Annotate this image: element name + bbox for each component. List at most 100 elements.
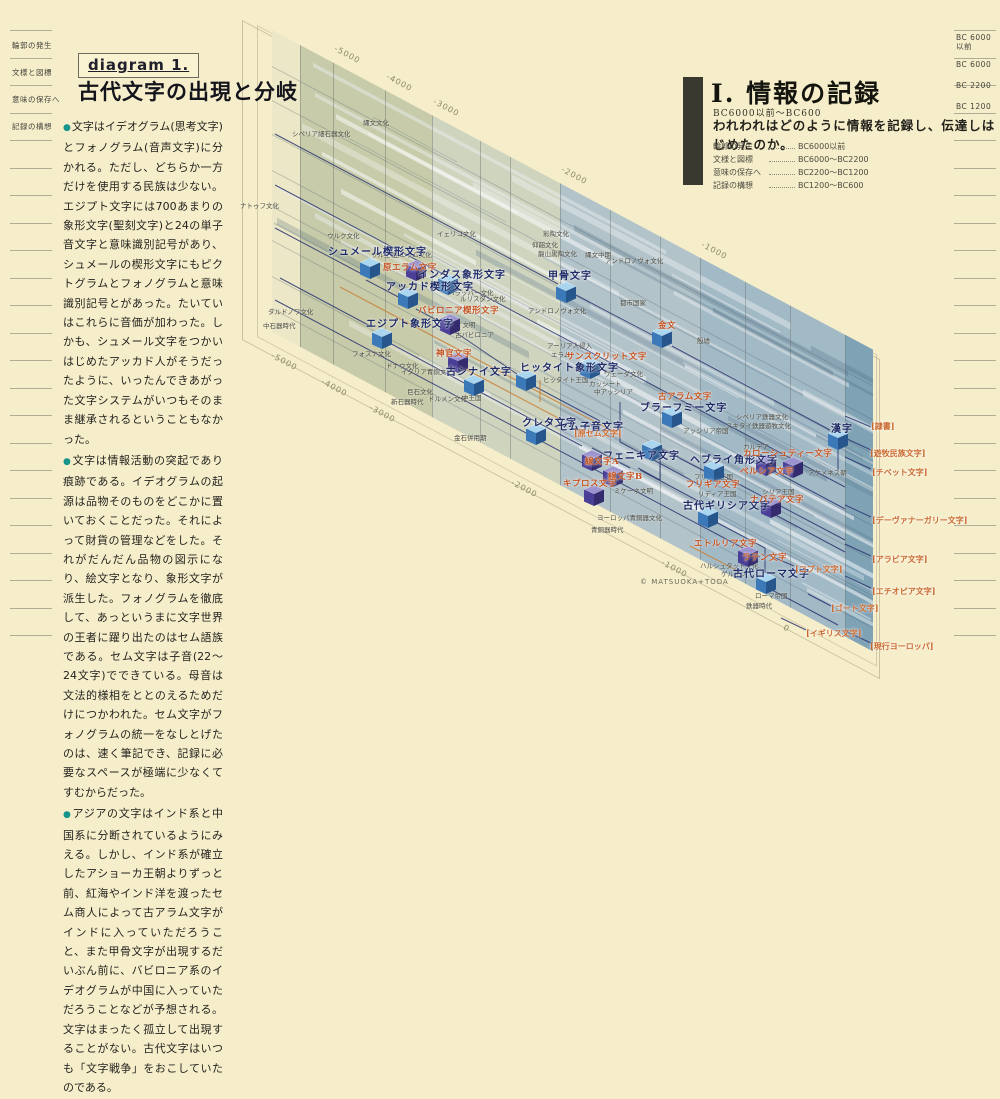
legend-leader [769,174,795,175]
culture-label: 金石併用期 [454,434,487,442]
diagram-kicker: diagram 1. [78,53,200,78]
paragraph-bullet: ● [63,810,72,821]
axis-tick-top: -1000 [699,239,729,261]
script-label: [現行ヨーロッパ] [870,641,934,651]
blue-tablet-icon [555,281,577,308]
script-label: ブラーフミー文字 [640,403,728,414]
culture-label: タルドノワ文化 [268,308,314,316]
script-label: [デーヴァナーガリー文字] [872,515,968,525]
time-gridline [510,156,511,460]
paragraph-bullet: ● [63,123,71,133]
legend-label: 輪郭の発生 [713,142,753,151]
margin-rule [954,360,996,361]
blue-tablet-icon [359,257,381,284]
axis-tick-top: -2000 [559,165,589,187]
margin-rule [954,305,996,306]
margin-rule [10,85,52,86]
script-label: 漢字 [831,424,853,435]
margin-rule [10,30,52,31]
margin-rule [954,277,996,279]
script-label: エトルリア文字 [694,539,758,549]
culture-label: スキタイ鉄器遊牧文化 [726,422,791,430]
margin-rule [954,85,996,86]
margin-rule [954,470,996,471]
margin-rule [954,140,996,141]
margin-rule [10,497,52,499]
section-bar [683,77,703,185]
script-label: 古シナイ文字 [446,367,512,378]
legend-row: 記録の構想 BC1200〜BC600 [713,180,878,193]
time-gridline [333,62,334,365]
margin-rule [954,635,996,636]
margin-label: 輪郭の発生 [12,41,52,50]
script-label: [チベット文字] [872,467,928,477]
script-label: [隷書] [871,421,895,431]
culture-label: ローマ帝国 [755,592,788,600]
culture-label: ヨーロッパ青銅器文化 [597,514,662,522]
margin-rule [10,332,52,334]
time-gridline [845,334,846,638]
margin-rule [10,415,52,416]
script-label: [イギリス文字] [806,628,862,638]
script-label: キプロス文字 [563,479,618,489]
margin-rule [10,305,52,306]
article-paragraph: ●文字は情報活動の突起であり痕跡である。イデオグラムの起源は品物そのものをどこか… [63,453,224,799]
legend-row: 輪郭の発生 BC6000以前 [713,141,878,154]
margin-rule [10,250,52,251]
script-label: シュメール楔形文字 [328,247,427,258]
margin-rule [10,195,52,196]
legend-leader [769,187,795,188]
culture-label: 青銅器時代 [591,526,624,534]
credit: © MATSUOKA+TODA [640,578,729,586]
article-paragraph: ●アジアの文字はインド系と中国系に分断されているようにみえる。しかし、インド系が… [63,807,223,1094]
legend-leader [769,148,795,149]
legend-range: BC6000〜BC2200 [798,155,869,164]
culture-label: ドルメン文化 [428,395,467,403]
margin-label: BC 6000 [956,60,992,69]
script-label: [コプト文字] [795,564,843,574]
margin-rule [10,387,52,389]
margin-rule [954,30,996,31]
margin-label: BC 2200 [956,81,992,90]
script-label: 甲骨文字 [548,271,592,282]
margin-rule [10,580,52,581]
culture-label: シベリア細石器文化 [292,130,351,138]
margin-rule [954,525,996,526]
legend-label: 記録の構想 [713,181,753,190]
culture-label: ルリスタン文化 [460,295,506,303]
axis-tick-top: -3000 [431,97,461,119]
margin-rule [10,552,52,554]
script-label: [遊牧民族文字] [870,448,926,458]
script-label: [エチオピア文字] [872,586,936,596]
culture-label: 彩陶文化 [543,230,569,238]
script-label: [原セム文字] [574,428,622,438]
legend-range: BC2200〜BC1200 [798,168,869,177]
margin-rule [10,442,52,444]
margin-rule [954,415,996,416]
margin-rule [10,607,52,609]
culture-label: イタリア青銅文化 [401,368,453,376]
culture-label: 縄文文化 [363,119,389,127]
margin-rule [10,470,52,471]
margin-rule [10,277,52,279]
culture-label: 新石器時代 [391,398,424,406]
margin-rule [10,167,52,169]
margin-label: BC 6000 以前 [956,33,992,51]
margin-rule [954,112,996,114]
legend-row: 文様と図標 BC6000〜BC2200 [713,154,878,167]
culture-label: ゲルマン [721,570,747,578]
script-label: [ゴート文字] [831,603,879,613]
margin-rule [954,332,996,334]
culture-label: ウルク文化 [327,232,360,240]
section-range: BC6000以前〜BC600 [713,109,822,119]
margin-rule [10,360,52,361]
culture-label: 鉄器時代 [746,602,772,610]
culture-label: ナトゥフ文化 [240,202,279,210]
culture-label: 殷墟 [697,337,710,345]
article-paragraph: ●文字はイデオグラム(思考文字)とフォノグラム(音声文字)に分かれる。ただし、ど… [63,120,223,446]
margin-rule [954,580,996,581]
script-label: ペルシア文字 [740,467,795,477]
culture-label: 古バビロニア [455,331,494,339]
script-label: [アラビア文字] [872,554,928,564]
script-label: バビロニア楔形文字 [418,306,500,316]
